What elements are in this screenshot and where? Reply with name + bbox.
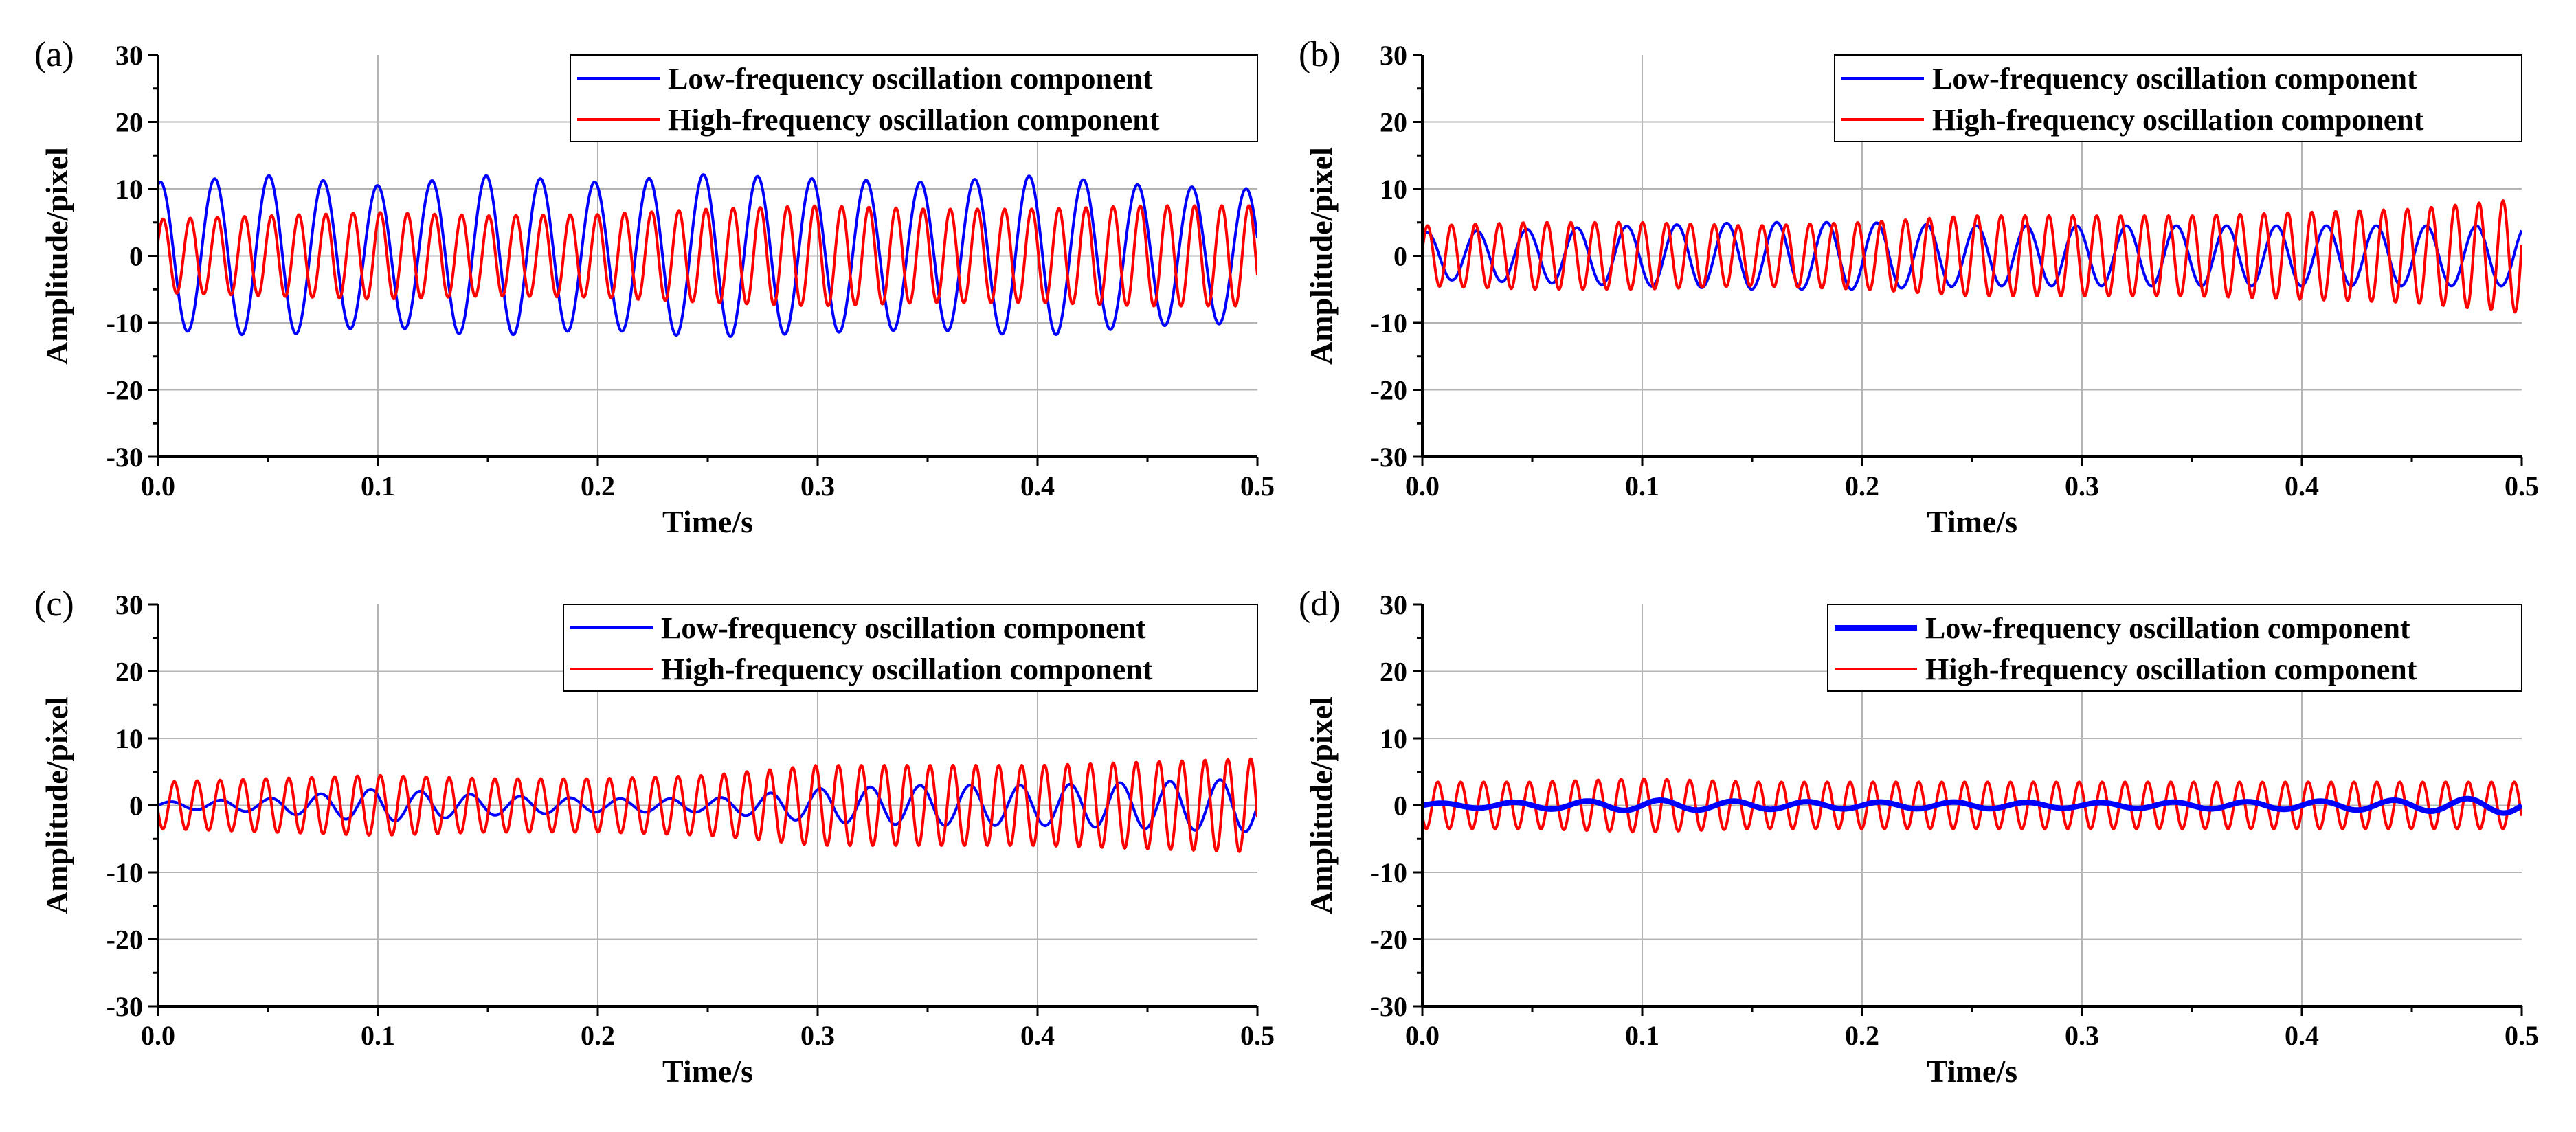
x-tick-label: 0.5	[1240, 1020, 1275, 1051]
legend: Low-frequency oscillation component High-…	[1827, 604, 2522, 692]
legend-box	[570, 54, 1258, 142]
panel-label: (d)	[1299, 585, 1341, 624]
y-tick-label: -10	[1371, 857, 1407, 888]
legend-entry-label: High-frequency oscillation component	[668, 103, 1160, 137]
y-tick-label: 0	[129, 241, 143, 272]
legend-entry-label: Low-frequency oscillation component	[661, 611, 1146, 645]
legend: Low-frequency oscillation component High-…	[1834, 54, 2522, 142]
y-axis-title: Amplitude/pixel	[39, 147, 74, 365]
y-tick-label: -30	[107, 991, 143, 1022]
y-tick-label: 10	[1380, 723, 1407, 754]
y-tick-label: 10	[115, 723, 143, 754]
x-tick-label: 0.3	[2065, 1020, 2099, 1051]
x-tick-label: 0.0	[1405, 471, 1440, 501]
x-tick-label: 0.0	[141, 471, 175, 501]
x-tick-label: 0.2	[581, 1020, 615, 1051]
y-tick-label: 0	[129, 791, 143, 822]
panel-label: (b)	[1299, 35, 1341, 74]
y-tick-label: 20	[115, 107, 143, 138]
y-tick-label: 30	[115, 589, 143, 620]
chart-panel-d: -30 -20 -10 0 10 20 30 0.0 0.1 0.2 0.3 0.4 0.5 Time/s…	[1299, 585, 2539, 1089]
y-tick-label: 10	[1380, 174, 1407, 205]
x-axis-title: Time/s	[1927, 1054, 2017, 1089]
y-tick-label: 20	[1380, 107, 1407, 138]
x-tick-label: 0.2	[1845, 1020, 1879, 1051]
legend-entry-label: Low-frequency oscillation component	[1932, 62, 2417, 95]
y-tick-label: -20	[107, 375, 143, 406]
y-tick-label: -10	[107, 857, 143, 888]
legend-entry-label: High-frequency oscillation component	[661, 653, 1153, 686]
y-tick-label: 30	[1380, 40, 1407, 71]
chart-panel-b: -30 -20 -10 0 10 20 30 0.0 0.1 0.2 0.3 0.4 0.5 Time/s…	[1299, 35, 2539, 539]
x-tick-label: 0.4	[1020, 1020, 1055, 1051]
x-axis-title: Time/s	[662, 1054, 753, 1089]
x-tick-label: 0.4	[2285, 471, 2319, 501]
y-axis-title: Amplitude/pixel	[1303, 697, 1339, 914]
y-tick-label: -30	[1371, 991, 1407, 1022]
high-frequency-series-line	[158, 204, 1257, 308]
legend-entry-label: High-frequency oscillation component	[1925, 653, 2417, 686]
x-tick-label: 0.5	[2505, 471, 2539, 501]
legend-entry-label: Low-frequency oscillation component	[668, 62, 1153, 95]
x-tick-label: 0.5	[1240, 471, 1275, 501]
y-tick-label: 0	[1393, 791, 1407, 822]
legend-box	[563, 604, 1258, 692]
legend-entry-label: High-frequency oscillation component	[1932, 103, 2424, 137]
y-tick-label: -30	[1371, 442, 1407, 473]
high-frequency-series-line	[1422, 777, 2522, 834]
y-tick-label: 20	[115, 657, 143, 688]
x-tick-label: 0.1	[361, 1020, 395, 1051]
x-tick-label: 0.1	[1625, 471, 1659, 501]
y-tick-label: 30	[115, 40, 143, 71]
y-axis-title: Amplitude/pixel	[1303, 147, 1339, 365]
x-tick-label: 0.0	[1405, 1020, 1440, 1051]
y-tick-label: -10	[1371, 308, 1407, 339]
legend: Low-frequency oscillation component High-…	[570, 54, 1258, 142]
y-tick-label: -20	[107, 925, 143, 955]
x-tick-label: 0.0	[141, 1020, 175, 1051]
x-tick-label: 0.3	[800, 471, 835, 501]
y-tick-label: -10	[107, 308, 143, 339]
y-tick-label: 0	[1393, 241, 1407, 272]
legend-box	[1834, 54, 2522, 142]
x-tick-label: 0.1	[1625, 1020, 1659, 1051]
y-axis-title: Amplitude/pixel	[39, 697, 74, 914]
y-tick-label: -20	[1371, 375, 1407, 406]
chart-panel-c: -30 -20 -10 0 10 20 30 0.0 0.1 0.2 0.3 0.4 0.5 Time/s…	[34, 585, 1275, 1089]
x-tick-label: 0.4	[1020, 471, 1055, 501]
panel-label: (c)	[34, 585, 74, 624]
legend-box	[1827, 604, 2522, 692]
legend-entry-label: Low-frequency oscillation component	[1925, 611, 2410, 645]
x-axis-title: Time/s	[1927, 504, 2017, 539]
x-tick-label: 0.2	[581, 471, 615, 501]
panel-label: (a)	[34, 35, 74, 74]
x-tick-label: 0.2	[1845, 471, 1879, 501]
x-tick-label: 0.4	[2285, 1020, 2319, 1051]
low-frequency-series-line	[1422, 795, 2522, 816]
high-frequency-series-line	[1422, 199, 2522, 314]
y-tick-label: 30	[1380, 589, 1407, 620]
high-frequency-series-line	[158, 757, 1257, 853]
chart-panel-a: -30 -20 -10 0 10 20 30 0.0 0.1 0.2 0.3 0.4 0.5 Time/s…	[34, 35, 1275, 539]
y-tick-label: -30	[107, 442, 143, 473]
x-tick-label: 0.3	[2065, 471, 2099, 501]
x-tick-label: 0.5	[2505, 1020, 2539, 1051]
x-tick-label: 0.3	[800, 1020, 835, 1051]
x-axis-title: Time/s	[662, 504, 753, 539]
legend: Low-frequency oscillation component High-…	[563, 604, 1258, 692]
y-tick-label: -20	[1371, 925, 1407, 955]
y-tick-label: 20	[1380, 657, 1407, 688]
x-tick-label: 0.1	[361, 471, 395, 501]
y-tick-label: 10	[115, 174, 143, 205]
